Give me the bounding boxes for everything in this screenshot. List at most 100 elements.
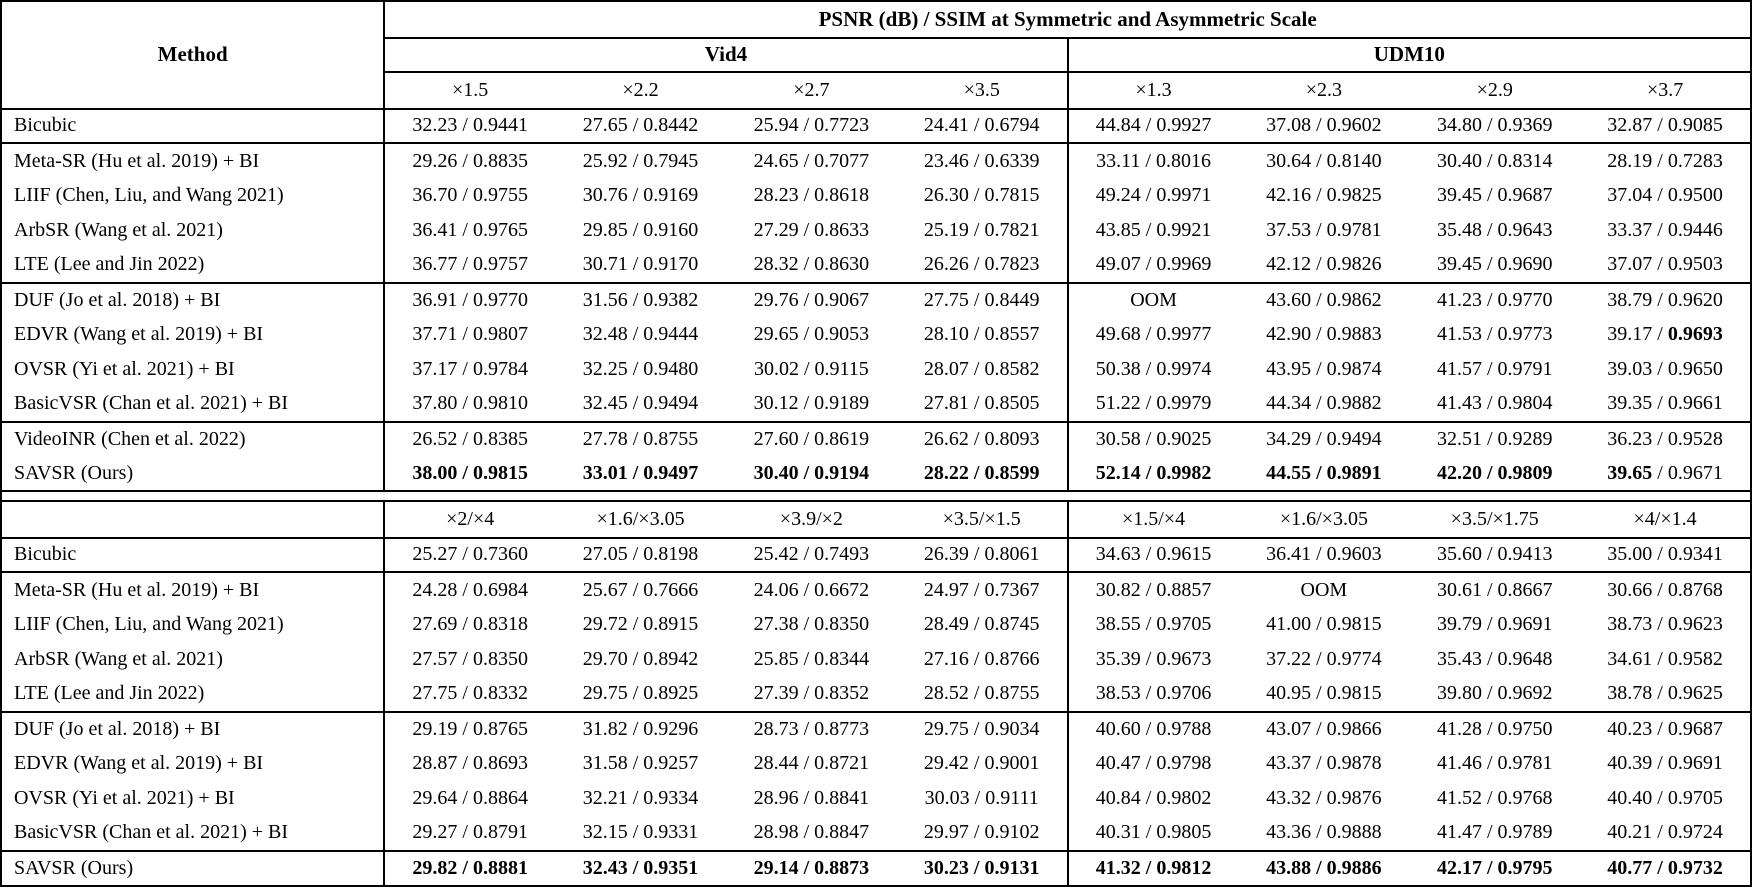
ssim-value: 0.6984 [472, 578, 528, 601]
metric-cell: 25.92 / 0.7945 [555, 142, 726, 179]
metric-cell: 29.27 / 0.8791 [412, 821, 528, 844]
ssim-value: 0.8442 [643, 114, 699, 137]
psnr-value: 27.75 [412, 682, 458, 705]
metric-cell: 39.45 / 0.9690 [1436, 253, 1553, 276]
table-row: Meta-SR (Hu et al. 2019) + BI 29.26 / 0.8… [1, 142, 1751, 179]
metric-cell: 40.31 / 0.9805 [1066, 816, 1239, 851]
metric-cell: 31.58 / 0.9257 [582, 752, 699, 775]
metric-cell: 28.10 / 0.8557 [923, 323, 1040, 346]
psnr-value: 40.31 [1095, 821, 1141, 844]
ssim-value: 0.9446 [1667, 218, 1723, 241]
ssim-value: 0.9927 [1156, 114, 1212, 137]
ssim-value: 0.9067 [814, 289, 870, 312]
psnr-value: 27.57 [412, 647, 458, 670]
psnr-value: 41.28 [1436, 718, 1482, 741]
ssim-value: 0.9441 [472, 114, 528, 137]
metric-cell: 36.91 / 0.9770 [384, 281, 556, 318]
ssim-value: 0.8619 [814, 428, 870, 451]
ssim-value: 0.9169 [643, 184, 699, 207]
ssim-value: 0.9866 [1326, 718, 1382, 741]
metric-cell: 27.75 / 0.8332 [412, 682, 528, 705]
ssim-value: 0.9773 [1497, 323, 1553, 346]
psnr-value: 28.23 [753, 184, 799, 207]
psnr-value: 43.88 [1266, 856, 1312, 879]
ssim-value: 0.9102 [984, 821, 1040, 844]
psnr-value: 29.14 [753, 856, 799, 879]
ssim-value: 0.9883 [1326, 323, 1382, 346]
metric-cell: 28.87 / 0.8693 [412, 752, 528, 775]
method-cell: EDVR (Wang et al. 2019) + BI [1, 746, 386, 782]
psnr-value: 37.08 [1266, 114, 1312, 137]
psnr-value: 39.45 [1436, 184, 1482, 207]
metric-cell: 27.05 / 0.8198 [555, 536, 726, 573]
psnr-value: 43.37 [1266, 752, 1312, 775]
psnr-value: 28.07 [923, 358, 969, 381]
metric-cell: 34.63 / 0.9615 [1066, 536, 1239, 573]
ssim-value: 0.9500 [1667, 184, 1723, 207]
psnr-value: 27.05 [582, 543, 628, 566]
metric-cell: 36.23 / 0.9528 [1580, 420, 1751, 457]
metric-cell: 27.38 / 0.8350 [753, 613, 870, 636]
metric-cell: OOM [1066, 281, 1239, 318]
metric-cell: 44.34 / 0.9882 [1266, 392, 1382, 415]
table-row: ArbSR (Wang et al. 2021) 27.57 / 0.8350 29… [1, 642, 1751, 677]
psnr-value: 24.28 [412, 578, 458, 601]
ssim-value: 0.9886 [1326, 856, 1382, 879]
psnr-value: 40.60 [1095, 718, 1141, 741]
ssim-value: 0.8667 [1497, 578, 1553, 601]
metric-cell: 51.22 / 0.9979 [1066, 387, 1239, 422]
metric-cell: 34.29 / 0.9494 [1238, 420, 1410, 457]
psnr-value: 49.68 [1095, 323, 1141, 346]
psnr-value: 52.14 [1095, 462, 1141, 485]
ssim-value: 0.9862 [1326, 289, 1382, 312]
psnr-value: 28.87 [412, 752, 458, 775]
metric-cell: 35.60 / 0.9413 [1409, 536, 1581, 573]
metric-cell: 49.07 / 0.9969 [1066, 247, 1239, 283]
psnr-value: 32.21 [582, 787, 628, 810]
psnr-value: 33.11 [1096, 149, 1141, 172]
empty-method-cell [1, 500, 386, 539]
psnr-value: 30.12 [753, 392, 799, 415]
metric-cell: 25.27 / 0.7360 [384, 536, 556, 573]
ssim-value: 0.8016 [1155, 149, 1211, 172]
psnr-value: 33.37 [1607, 218, 1653, 241]
table-row: EDVR (Wang et al. 2019) + BI 28.87 / 0.86… [1, 746, 1751, 782]
psnr-value: 39.03 [1607, 358, 1653, 381]
metric-cell: 33.37 / 0.9446 [1607, 218, 1723, 241]
ssim-value: 0.9825 [1326, 184, 1382, 207]
ssim-value: 0.9603 [1326, 543, 1382, 566]
psnr-value: 40.40 [1607, 787, 1653, 810]
ssim-value: 0.7367 [984, 578, 1040, 601]
psnr-value: 36.70 [412, 184, 458, 207]
table-row: ArbSR (Wang et al. 2021) 36.41 / 0.9765 29… [1, 212, 1751, 248]
method-cell: LIIF (Chen, Liu, and Wang 2021) [1, 607, 386, 643]
metric-cell: 25.19 / 0.7821 [923, 218, 1040, 241]
psnr-value: 29.97 [923, 821, 969, 844]
psnr-value: 50.38 [1095, 358, 1141, 381]
metric-cell: 29.75 / 0.9034 [896, 710, 1068, 747]
ssim-value: 0.9815 [472, 462, 528, 485]
psnr-value: 25.94 [753, 114, 799, 137]
ssim-value: 0.9369 [1497, 114, 1553, 137]
method-cell: OVSR (Yi et al. 2021) + BI [1, 352, 386, 388]
psnr-value: 27.39 [753, 682, 799, 705]
psnr-value: 37.80 [412, 392, 458, 415]
psnr-value: 29.75 [582, 682, 628, 705]
psnr-value: 51.22 [1095, 392, 1141, 415]
metric-cell: 36.41 / 0.9765 [412, 218, 528, 241]
metric-cell: 29.85 / 0.9160 [582, 218, 699, 241]
ssim-value: 0.9812 [1156, 856, 1212, 879]
ssim-value: 0.8344 [814, 647, 870, 670]
ssim-value: 0.9131 [984, 856, 1040, 879]
ssim-value: 0.9755 [472, 184, 528, 207]
psnr-value: 28.52 [923, 682, 969, 705]
metric-cell: 49.68 / 0.9977 [1066, 317, 1239, 353]
method-cell: VideoINR (Chen et al. 2022) [1, 420, 386, 457]
metric-cell: 38.78 / 0.9625 [1607, 682, 1723, 705]
psnr-value: 28.49 [923, 613, 969, 636]
psnr-value: 27.65 [582, 114, 628, 137]
ssim-value: 0.8633 [814, 218, 870, 241]
metric-cell: 29.42 / 0.9001 [923, 752, 1040, 775]
psnr-value: 25.85 [753, 647, 799, 670]
psnr-value: 24.65 [753, 149, 799, 172]
